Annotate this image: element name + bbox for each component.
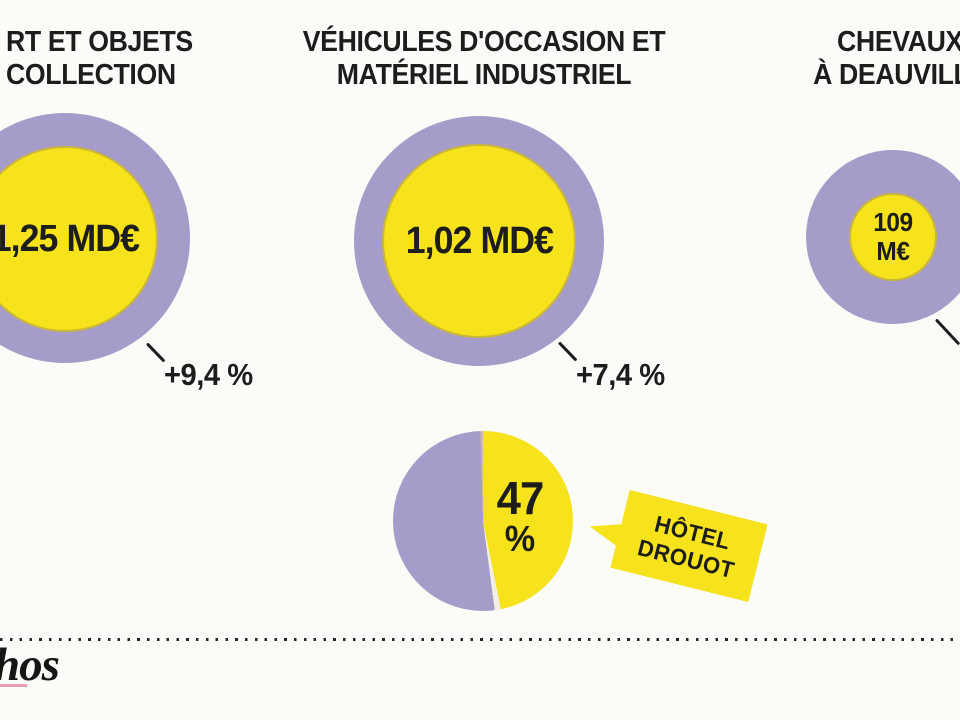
bubble-horses-title: CHEVAUX À DEAUVILLE [780, 26, 960, 92]
bubble-vehicles-title-line2: MATÉRIEL INDUSTRIEL [336, 59, 632, 91]
bubble-vehicles-pointer-line [557, 341, 578, 362]
bubble-art-title: RT ET OBJETS COLLECTION [6, 26, 193, 92]
bubble-horses-pointer-line [934, 318, 960, 346]
dotted-divider [0, 638, 960, 641]
publisher-logo-underline [0, 684, 27, 687]
bubble-vehicles-title: VÉHICULES D'OCCASION ET MATÉRIEL INDUSTR… [300, 26, 668, 92]
pie-value-percent-sign: % [504, 518, 536, 559]
bubble-vehicles-change: +7,4 % [576, 357, 665, 392]
callout-flag-text: HÔTEL DROUOT [635, 508, 744, 584]
bubble-art-change: +9,4 % [164, 357, 253, 392]
callout-flag-hotel-drouot: HÔTEL DROUOT [586, 490, 768, 602]
publisher-logo: hos [0, 639, 60, 691]
callout-flag-tail [586, 515, 626, 549]
bubble-horses-value: 109 M€ [873, 207, 913, 266]
bubble-horses-inner-circle: 109 M€ [849, 193, 937, 281]
bubble-art-inner-circle: 1,25 MD€ [0, 146, 158, 332]
pie-value-label: 47 % [484, 472, 556, 559]
bubble-art-value: 1,25 MD€ [0, 217, 140, 260]
bubble-horses-title-line1: CHEVAUX [837, 26, 960, 58]
bubble-vehicles-title-line1: VÉHICULES D'OCCASION ET [302, 26, 666, 58]
bubble-vehicles-value: 1,02 MD€ [405, 219, 553, 262]
bubble-horses-value-line2: M€ [876, 236, 910, 266]
pie-value-number: 47 [496, 472, 545, 524]
bubble-art-title-line2: COLLECTION [6, 59, 176, 91]
bubble-art-title-line1: RT ET OBJETS [6, 26, 193, 58]
bubble-horses-value-line1: 109 [873, 207, 913, 237]
bubble-vehicles-inner-circle: 1,02 MD€ [382, 144, 576, 338]
pie-chart-drouot-share [393, 431, 573, 611]
bubble-art-pointer-line [145, 342, 166, 363]
bubble-horses-title-line2: À DEAUVILLE [813, 59, 960, 91]
